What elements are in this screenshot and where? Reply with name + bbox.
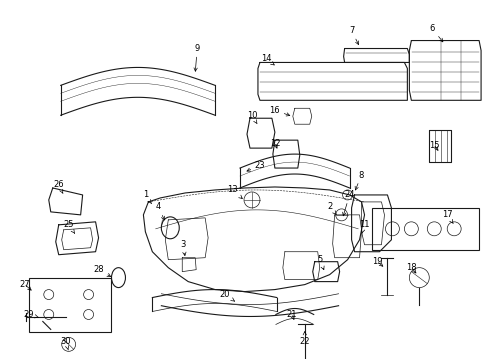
Text: 10: 10: [246, 111, 257, 124]
Text: 22: 22: [299, 332, 309, 346]
Text: 6: 6: [428, 24, 442, 42]
Text: 2: 2: [326, 202, 336, 214]
Text: 11: 11: [359, 220, 369, 233]
Text: 20: 20: [220, 290, 234, 301]
Text: 3: 3: [180, 240, 185, 256]
Text: 28: 28: [93, 265, 110, 276]
Text: 26: 26: [53, 180, 64, 194]
Text: 18: 18: [405, 263, 416, 273]
Text: 4: 4: [155, 202, 164, 220]
Text: 19: 19: [371, 257, 382, 266]
Text: 17: 17: [441, 210, 452, 223]
Text: 13: 13: [226, 185, 242, 198]
Text: 12: 12: [269, 139, 280, 148]
Bar: [29, 278, 110, 332]
Text: 8: 8: [354, 171, 364, 190]
Text: 21: 21: [286, 310, 296, 319]
Text: 24: 24: [342, 190, 354, 216]
Text: 30: 30: [60, 337, 71, 350]
Text: 7: 7: [348, 26, 358, 45]
Text: 29: 29: [23, 310, 38, 319]
Bar: [371, 208, 478, 250]
Text: 14: 14: [260, 54, 274, 65]
Text: 5: 5: [316, 255, 324, 270]
Text: 23: 23: [246, 161, 264, 171]
Text: 1: 1: [142, 190, 151, 203]
Text: 27: 27: [20, 280, 31, 290]
Text: 25: 25: [63, 220, 75, 233]
Text: 9: 9: [194, 44, 200, 71]
Text: 16: 16: [269, 106, 289, 116]
Text: 15: 15: [428, 141, 439, 150]
